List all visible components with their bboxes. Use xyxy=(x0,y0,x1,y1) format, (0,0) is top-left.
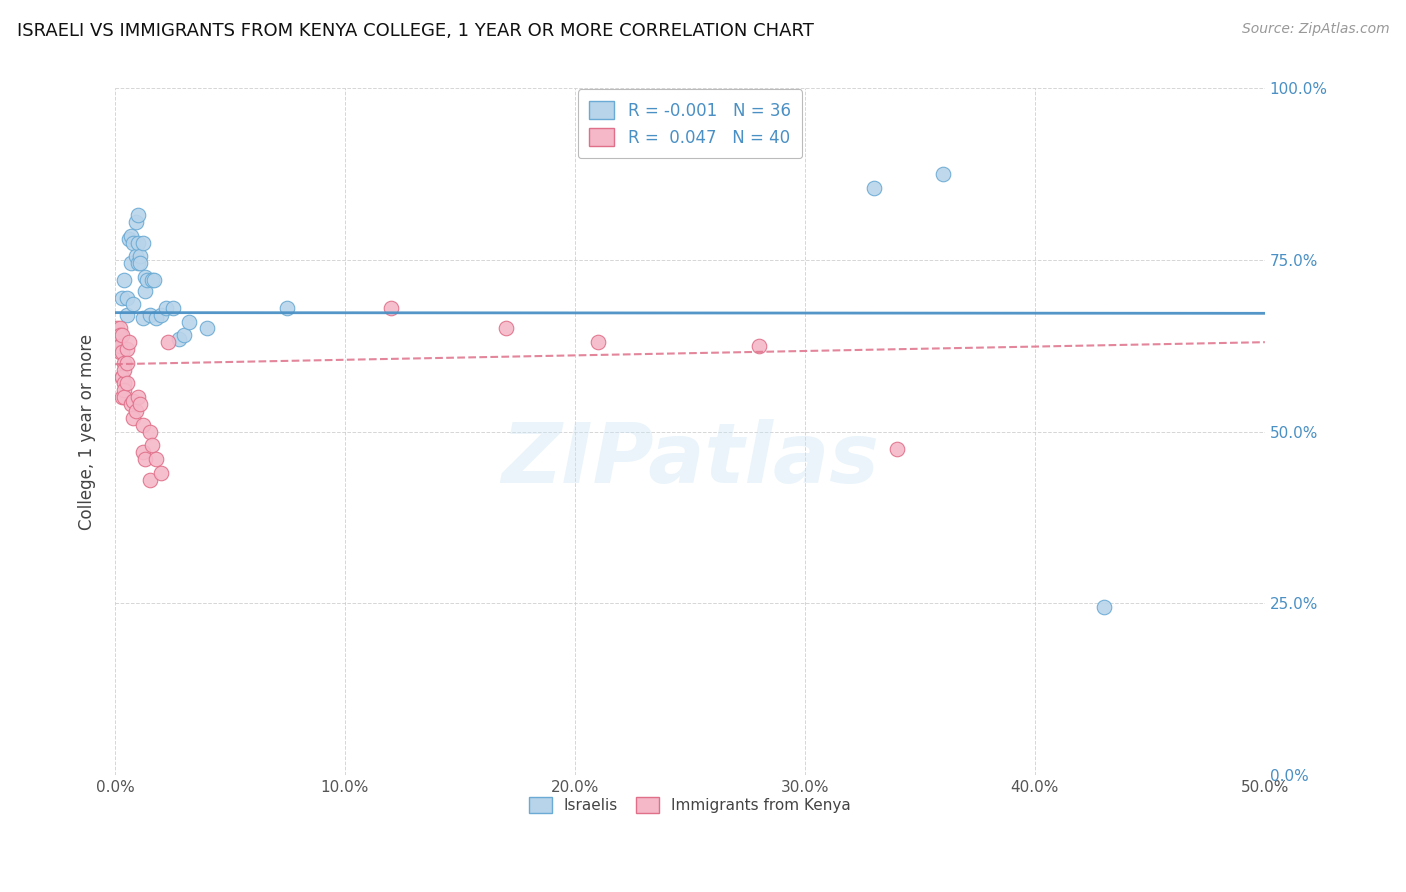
Point xyxy=(145,311,167,326)
Point xyxy=(125,404,148,418)
Point xyxy=(122,410,145,425)
Text: ZIPatlas: ZIPatlas xyxy=(501,418,879,500)
Point xyxy=(115,356,138,370)
Point xyxy=(143,273,166,287)
Point xyxy=(108,321,131,335)
Point xyxy=(120,397,142,411)
Point xyxy=(108,345,131,359)
Point xyxy=(120,228,142,243)
Point xyxy=(115,342,138,356)
Point xyxy=(112,356,135,370)
Point xyxy=(145,452,167,467)
Point xyxy=(177,314,200,328)
Point xyxy=(112,390,135,404)
Point xyxy=(162,301,184,315)
Point xyxy=(115,308,138,322)
Point xyxy=(134,269,156,284)
Point xyxy=(127,256,149,270)
Point xyxy=(105,321,128,335)
Point xyxy=(111,390,134,404)
Point xyxy=(150,466,173,480)
Point xyxy=(495,321,517,335)
Point xyxy=(134,452,156,467)
Point xyxy=(122,297,145,311)
Point xyxy=(173,328,195,343)
Point xyxy=(131,235,153,250)
Point xyxy=(155,301,177,315)
Y-axis label: College, 1 year or more: College, 1 year or more xyxy=(79,334,96,530)
Point xyxy=(886,442,908,456)
Point xyxy=(125,249,148,263)
Point xyxy=(118,335,141,350)
Point xyxy=(108,338,131,352)
Point xyxy=(169,332,191,346)
Point xyxy=(932,167,955,181)
Point xyxy=(380,301,402,315)
Point xyxy=(112,376,135,391)
Point xyxy=(131,445,153,459)
Point xyxy=(141,438,163,452)
Point xyxy=(276,301,298,315)
Point xyxy=(115,291,138,305)
Point xyxy=(129,397,152,411)
Point xyxy=(129,249,152,263)
Point xyxy=(127,208,149,222)
Point xyxy=(586,335,609,350)
Point xyxy=(127,390,149,404)
Point xyxy=(138,425,160,439)
Point xyxy=(1092,599,1115,614)
Point xyxy=(105,335,128,350)
Point xyxy=(122,393,145,408)
Legend: Israelis, Immigrants from Kenya: Israelis, Immigrants from Kenya xyxy=(523,791,858,819)
Point xyxy=(122,235,145,250)
Point xyxy=(136,273,159,287)
Point xyxy=(748,338,770,352)
Point xyxy=(141,273,163,287)
Point xyxy=(111,328,134,343)
Point xyxy=(112,273,135,287)
Text: ISRAELI VS IMMIGRANTS FROM KENYA COLLEGE, 1 YEAR OR MORE CORRELATION CHART: ISRAELI VS IMMIGRANTS FROM KENYA COLLEGE… xyxy=(17,22,814,40)
Point xyxy=(111,369,134,384)
Point xyxy=(138,308,160,322)
Point xyxy=(195,321,218,335)
Point xyxy=(111,369,134,384)
Point xyxy=(120,256,142,270)
Point xyxy=(131,417,153,432)
Point xyxy=(111,345,134,359)
Point xyxy=(150,308,173,322)
Point xyxy=(112,362,135,376)
Point xyxy=(127,235,149,250)
Point xyxy=(863,180,886,194)
Point xyxy=(134,284,156,298)
Point xyxy=(115,376,138,391)
Point xyxy=(111,291,134,305)
Point xyxy=(129,256,152,270)
Point xyxy=(156,335,179,350)
Point xyxy=(108,328,131,343)
Point xyxy=(118,232,141,246)
Text: Source: ZipAtlas.com: Source: ZipAtlas.com xyxy=(1241,22,1389,37)
Point xyxy=(138,473,160,487)
Point xyxy=(131,311,153,326)
Point xyxy=(125,215,148,229)
Point xyxy=(112,384,135,398)
